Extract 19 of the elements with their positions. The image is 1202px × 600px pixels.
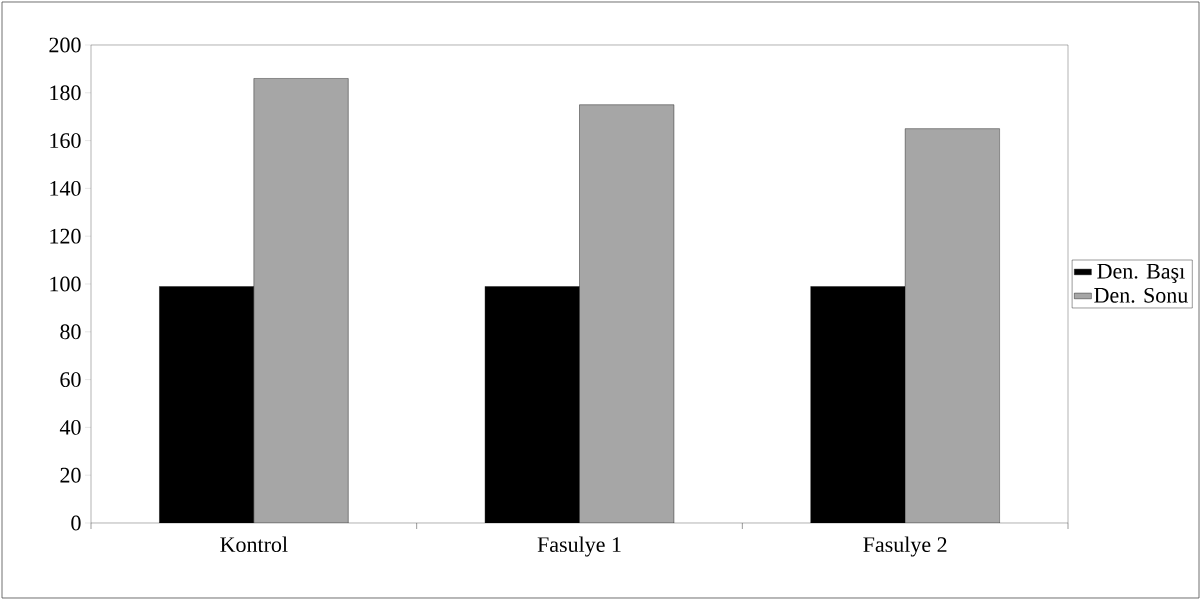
bar	[253, 78, 349, 523]
bar	[579, 104, 675, 523]
y-tick-label: 160	[50, 133, 81, 149]
legend-label: Den. Başı	[1097, 264, 1185, 284]
legend-label: Den. Sonu	[1094, 287, 1188, 303]
bar	[904, 128, 1000, 523]
y-tick-label: 60	[60, 372, 81, 388]
y-tick-label: 0	[71, 515, 81, 531]
x-tick-label: Kontrol	[220, 536, 288, 553]
x-tick-label: Fasulye 1	[537, 536, 621, 557]
y-tick-label: 100	[50, 276, 81, 292]
y-tick-label: 200	[49, 37, 81, 53]
x-tick-label: Fasulye 2	[863, 536, 947, 557]
y-tick-label: 180	[50, 85, 81, 101]
y-tick-label: 120	[50, 228, 81, 244]
y-tick-label: 40	[59, 419, 81, 435]
y-tick-label: 20	[60, 467, 81, 483]
y-tick-label: 80	[60, 324, 81, 340]
y-tick-label: 140	[50, 180, 81, 196]
